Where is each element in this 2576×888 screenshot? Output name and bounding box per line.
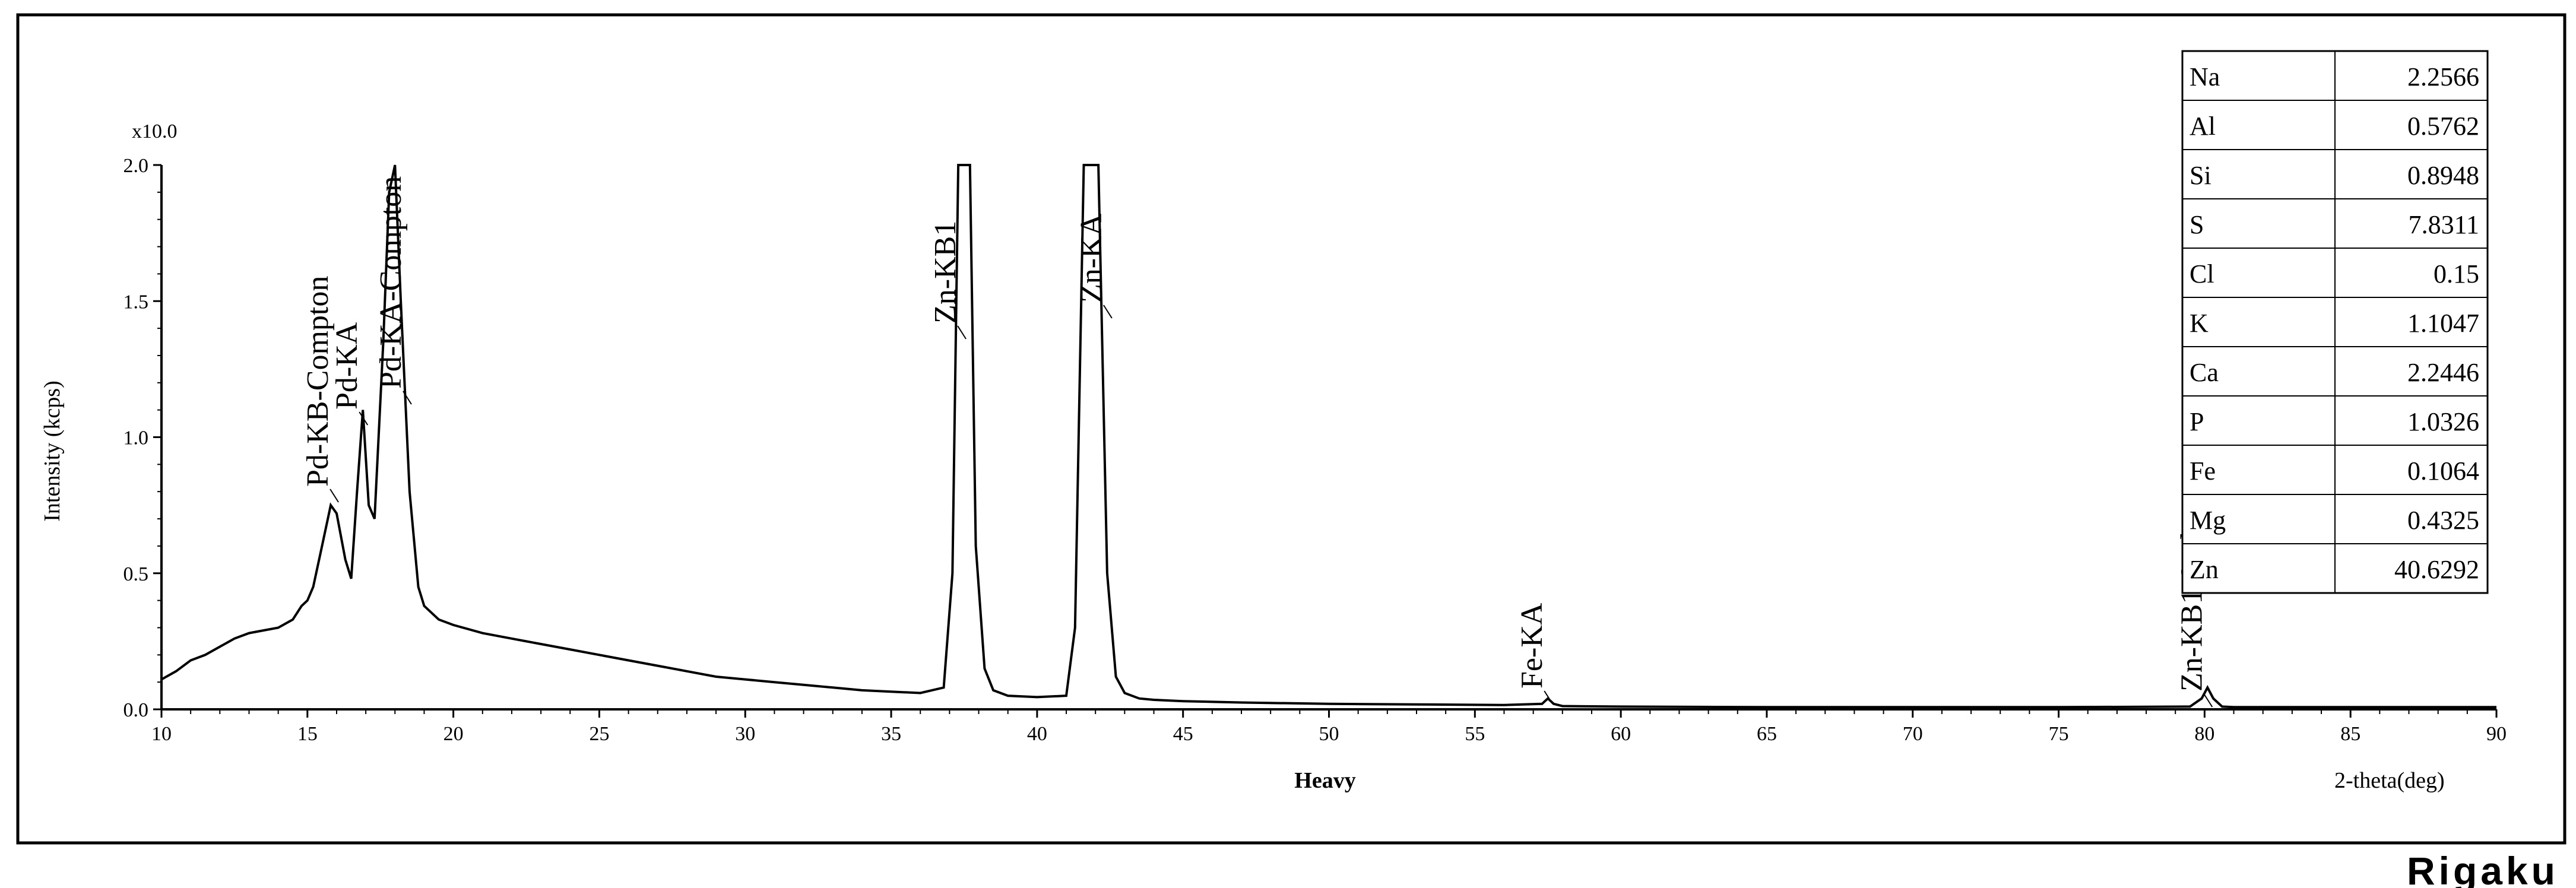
peak-leader-line (403, 391, 412, 405)
table-element-cell: Si (2190, 161, 2211, 190)
table-value-cell: 0.8948 (2407, 161, 2479, 190)
x-tick-label: 55 (1465, 723, 1485, 745)
table-value-cell: 0.4325 (2407, 506, 2479, 535)
table-value-cell: 40.6292 (2394, 555, 2479, 584)
table-value-cell: 2.2446 (2407, 358, 2479, 387)
table-element-cell: S (2190, 210, 2204, 239)
x-tick-label: 90 (2486, 723, 2507, 745)
table-element-cell: P (2190, 407, 2204, 436)
table-value-cell: 0.5762 (2407, 112, 2479, 141)
table-value-cell: 1.1047 (2407, 309, 2479, 338)
peak-leader-line (359, 411, 369, 426)
peak-label: Fe-KA (1515, 602, 1549, 689)
x-tick-label: 15 (297, 723, 318, 745)
element-concentration-table: Na 2.2566 Al 0.5762 Si 0.8948 S 7.8311 Cl 0.15 K 1.… (2181, 50, 2489, 594)
table-element-cell: K (2190, 309, 2209, 338)
outer-frame (16, 13, 2567, 845)
x-tick-label: 70 (1903, 723, 1923, 745)
peak-label: Zn-KA (1075, 213, 1108, 303)
peak-label: Pd-KA (330, 322, 364, 410)
rigaku-logo: Rigaku (2407, 849, 2559, 888)
x-tick-label: 35 (881, 723, 901, 745)
spectrum-line (161, 164, 2496, 709)
table-element-cell: Al (2190, 112, 2216, 141)
peak-leader-line (1103, 305, 1113, 319)
peak-leader-line (329, 489, 339, 503)
table-element-cell: Zn (2190, 555, 2219, 584)
table-element-cell: Mg (2190, 506, 2226, 535)
y-tick-label: 1.5 (123, 291, 149, 313)
peak-label: Pd-KA-Compton (374, 176, 408, 389)
table-element-cell: Na (2190, 62, 2220, 91)
x-tick-label: 65 (1757, 723, 1777, 745)
table-value-cell: 0.1064 (2407, 456, 2479, 486)
y-multiplier-label: x10.0 (132, 120, 178, 142)
plot-axes (160, 165, 2496, 711)
peak-leader-line (1544, 690, 1554, 705)
x-axis-ticks: 10 15 20 25 30 35 40 45 50 55 60 65 70 75 80 85 90 (151, 709, 2507, 745)
x-tick-label: 85 (2340, 723, 2360, 745)
x-tick-label: 45 (1173, 723, 1193, 745)
x-tick-label: 25 (589, 723, 609, 745)
x-tick-label: 30 (735, 723, 755, 745)
x-tick-label: 75 (2049, 723, 2069, 745)
table-element-cell: Ca (2190, 358, 2219, 387)
y-axis-title: Intensity (kcps) (40, 380, 65, 521)
y-tick-label: 0.0 (123, 699, 149, 721)
x-tick-label: 20 (443, 723, 464, 745)
y-tick-label: 1.0 (123, 427, 149, 449)
table-value-cell: 2.2566 (2407, 62, 2479, 91)
peak-leader-line (957, 325, 967, 340)
y-tick-label: 2.0 (123, 155, 149, 177)
table-element-cell: Fe (2190, 456, 2216, 486)
peak-label: Pd-KB-Compton (301, 276, 335, 487)
chart-subtitle: Heavy (1294, 768, 1355, 793)
table-element-cell: Cl (2190, 259, 2214, 288)
x-tick-label: 60 (1611, 723, 1631, 745)
table-value-cell: 7.8311 (2409, 210, 2479, 239)
peak-label: Zn-KB1 (929, 221, 962, 324)
table-value-cell: 1.0326 (2407, 407, 2479, 436)
peak-leader-line (2203, 693, 2213, 708)
x-tick-label: 10 (151, 723, 172, 745)
y-tick-label: 0.5 (123, 563, 149, 585)
table-value-cell: 0.15 (2434, 259, 2479, 288)
x-axis-title: 2-theta(deg) (2334, 768, 2445, 793)
y-axis-ticks: 0.0 0.5 1.0 1.5 2.0 (123, 155, 161, 721)
x-tick-label: 80 (2194, 723, 2214, 745)
x-tick-label: 40 (1027, 723, 1047, 745)
x-tick-label: 50 (1319, 723, 1339, 745)
